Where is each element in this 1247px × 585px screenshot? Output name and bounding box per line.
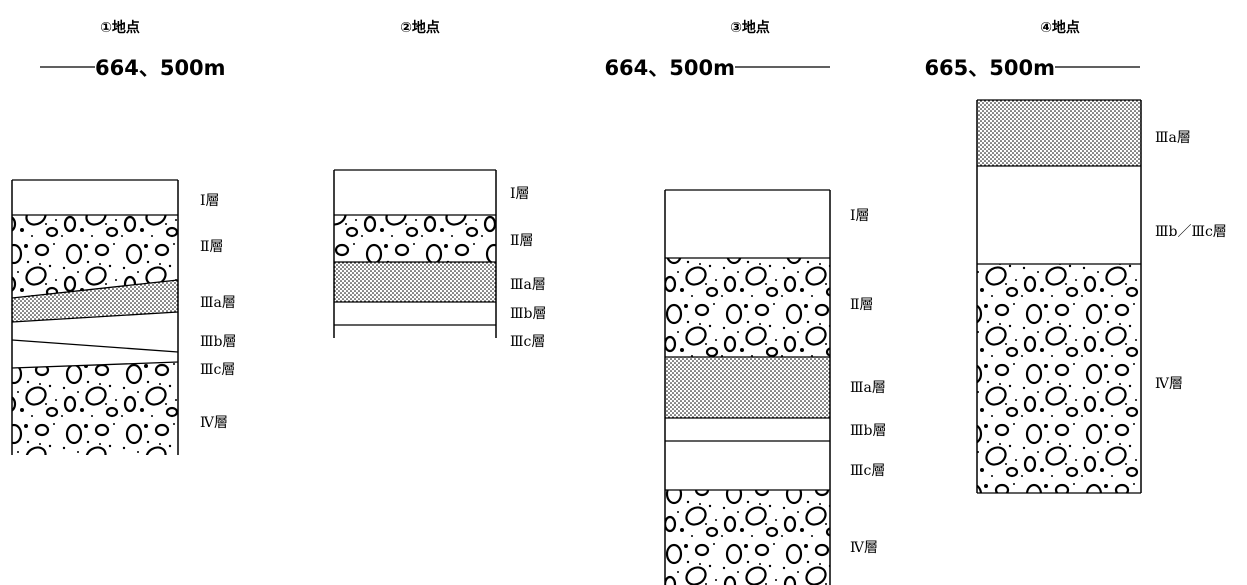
layer xyxy=(334,302,496,325)
layer-label: Ⅲa層 xyxy=(200,295,236,311)
layer-boundary xyxy=(11,361,179,369)
layer-label: Ⅱ層 xyxy=(850,297,874,313)
layer-label: Ⅲc層 xyxy=(510,334,545,350)
layer xyxy=(334,215,496,262)
layer-label: Ⅲc層 xyxy=(200,362,235,378)
layer xyxy=(334,325,496,338)
layer-label: Ⅳ層 xyxy=(1155,376,1183,392)
layer xyxy=(334,262,496,302)
site-title: ③地点 xyxy=(730,19,770,36)
site-title: ①地点 xyxy=(100,19,140,36)
layer-boundary xyxy=(11,339,179,353)
elevation: 665、500m xyxy=(924,56,1055,80)
layer xyxy=(334,170,496,215)
site-title: ②地点 xyxy=(400,19,440,36)
layer-label: Ⅲc層 xyxy=(850,463,885,479)
layer-label: Ⅳ層 xyxy=(200,415,228,431)
layer xyxy=(977,166,1141,264)
layer xyxy=(12,312,178,352)
layer xyxy=(12,180,178,215)
layer-label: Ⅲb層 xyxy=(510,306,546,322)
layer xyxy=(12,340,178,368)
layer-label: Ⅲa層 xyxy=(1155,130,1191,146)
layer xyxy=(12,362,178,455)
layer xyxy=(977,100,1141,166)
layer-label: Ⅳ層 xyxy=(850,540,878,556)
layer xyxy=(12,215,178,298)
layer-label: Ⅰ層 xyxy=(850,208,870,224)
elevation: 664、500m xyxy=(95,56,226,80)
layer xyxy=(665,190,830,258)
layer-label: Ⅱ層 xyxy=(510,233,534,249)
layer-label: Ⅲa層 xyxy=(850,380,886,396)
layer-label: Ⅱ層 xyxy=(200,239,224,255)
site-title: ④地点 xyxy=(1040,19,1080,36)
layer xyxy=(665,258,830,357)
layer xyxy=(665,357,830,418)
layer-label: Ⅲb層 xyxy=(200,334,236,350)
layer-label: Ⅲa層 xyxy=(510,277,546,293)
layer-label: Ⅰ層 xyxy=(510,186,530,202)
layer xyxy=(665,490,830,585)
layer xyxy=(665,441,830,490)
layer-label: Ⅲb層 xyxy=(850,423,886,439)
layer xyxy=(665,418,830,441)
layer-label: Ⅰ層 xyxy=(200,193,220,209)
layer xyxy=(977,264,1141,493)
layer-label: Ⅲb／Ⅲc層 xyxy=(1155,224,1227,240)
layer xyxy=(12,280,178,322)
elevation: 664、500m xyxy=(604,56,735,80)
layer-boundary xyxy=(11,279,179,299)
layer-boundary xyxy=(11,311,179,323)
